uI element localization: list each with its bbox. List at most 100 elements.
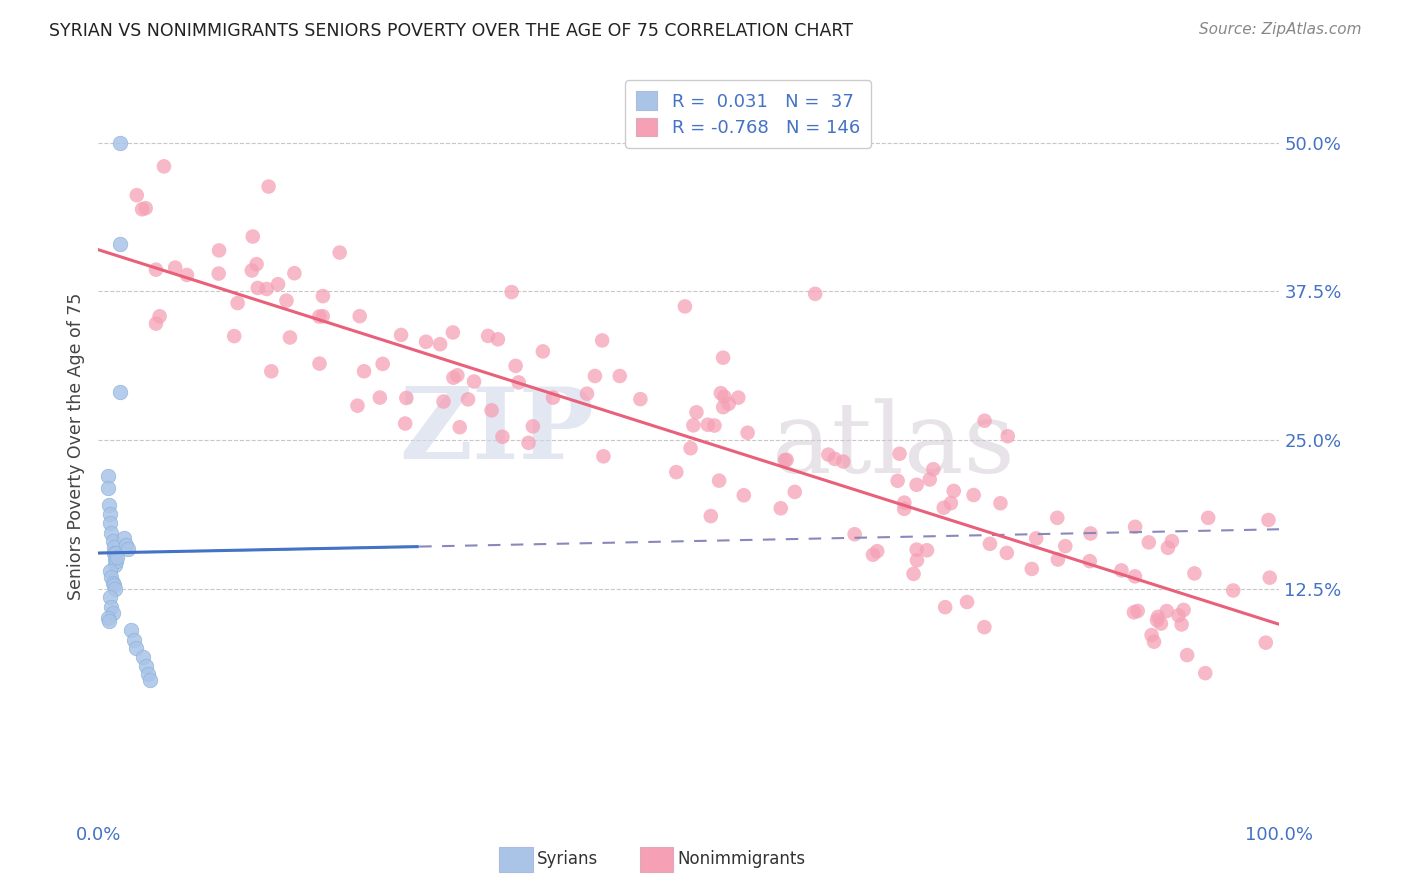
Point (1184, 566, 1206, 581)
Point (817, 448, 839, 462)
Point (260, 364, 283, 378)
Point (665, 465, 688, 479)
Point (905, 477, 928, 491)
Point (962, 488, 984, 502)
Point (104, 582, 127, 596)
Point (486, 332, 509, 346)
Point (98, 499, 121, 513)
Point (97, 468, 120, 483)
Point (149, 310, 172, 324)
Point (224, 329, 246, 343)
Point (103, 546, 125, 560)
Point (329, 245, 352, 260)
Point (98, 590, 121, 604)
Point (711, 400, 734, 414)
Point (942, 483, 965, 498)
Point (105, 549, 128, 564)
Point (1046, 511, 1069, 525)
Point (905, 542, 928, 557)
Point (673, 299, 696, 313)
Point (481, 403, 503, 417)
Point (441, 370, 464, 384)
Point (463, 375, 485, 389)
Point (104, 558, 127, 572)
Point (276, 293, 298, 308)
Point (783, 484, 806, 499)
Point (628, 392, 651, 406)
Point (312, 289, 335, 303)
Point (576, 386, 599, 401)
Point (103, 578, 125, 592)
Point (108, 136, 131, 150)
Point (125, 188, 148, 202)
Point (591, 334, 613, 348)
Point (866, 544, 889, 558)
Text: Syrians: Syrians (537, 850, 599, 868)
Point (312, 309, 335, 323)
Point (685, 405, 707, 419)
Point (349, 309, 371, 323)
Point (915, 543, 938, 558)
Point (139, 673, 162, 688)
Point (679, 441, 702, 455)
Point (491, 430, 513, 444)
Text: Source: ZipAtlas.com: Source: ZipAtlas.com (1198, 22, 1361, 37)
Point (242, 229, 264, 244)
Point (775, 453, 797, 467)
Point (1046, 552, 1069, 566)
Point (1078, 554, 1101, 568)
Point (441, 326, 464, 340)
Point (713, 390, 735, 404)
Point (1054, 539, 1077, 553)
Point (737, 425, 759, 440)
Point (1137, 535, 1160, 549)
Point (1147, 610, 1170, 624)
Point (449, 420, 471, 434)
Point (903, 566, 925, 581)
Point (609, 369, 631, 384)
Point (1025, 532, 1047, 546)
Point (246, 257, 269, 271)
Point (522, 419, 544, 434)
Point (1156, 604, 1178, 618)
Point (308, 310, 330, 324)
Point (226, 296, 249, 310)
Point (844, 527, 866, 541)
Point (501, 285, 523, 299)
Point (1157, 541, 1180, 555)
Point (956, 595, 979, 609)
Point (995, 546, 1018, 560)
Point (1175, 648, 1198, 662)
Point (1150, 616, 1173, 631)
Point (531, 344, 554, 359)
Point (112, 531, 135, 545)
Text: atlas: atlas (772, 398, 1014, 494)
Point (98, 564, 121, 578)
Point (153, 159, 176, 173)
Point (135, 659, 157, 673)
Point (1021, 562, 1043, 576)
Point (769, 501, 792, 516)
Point (368, 391, 391, 405)
Point (132, 649, 155, 664)
Point (208, 267, 231, 281)
Point (346, 399, 368, 413)
Point (278, 330, 301, 344)
Point (415, 334, 437, 349)
Point (101, 575, 124, 590)
Point (1167, 608, 1189, 623)
Point (477, 329, 499, 343)
Point (711, 351, 734, 365)
Point (98, 614, 121, 628)
Point (121, 624, 143, 638)
Point (135, 201, 157, 215)
Point (886, 474, 908, 488)
Point (710, 386, 733, 401)
Point (371, 357, 394, 371)
Point (100, 525, 122, 540)
Point (804, 286, 827, 301)
Point (98, 516, 121, 531)
Point (893, 496, 915, 510)
Point (541, 391, 564, 405)
Point (103, 540, 125, 554)
